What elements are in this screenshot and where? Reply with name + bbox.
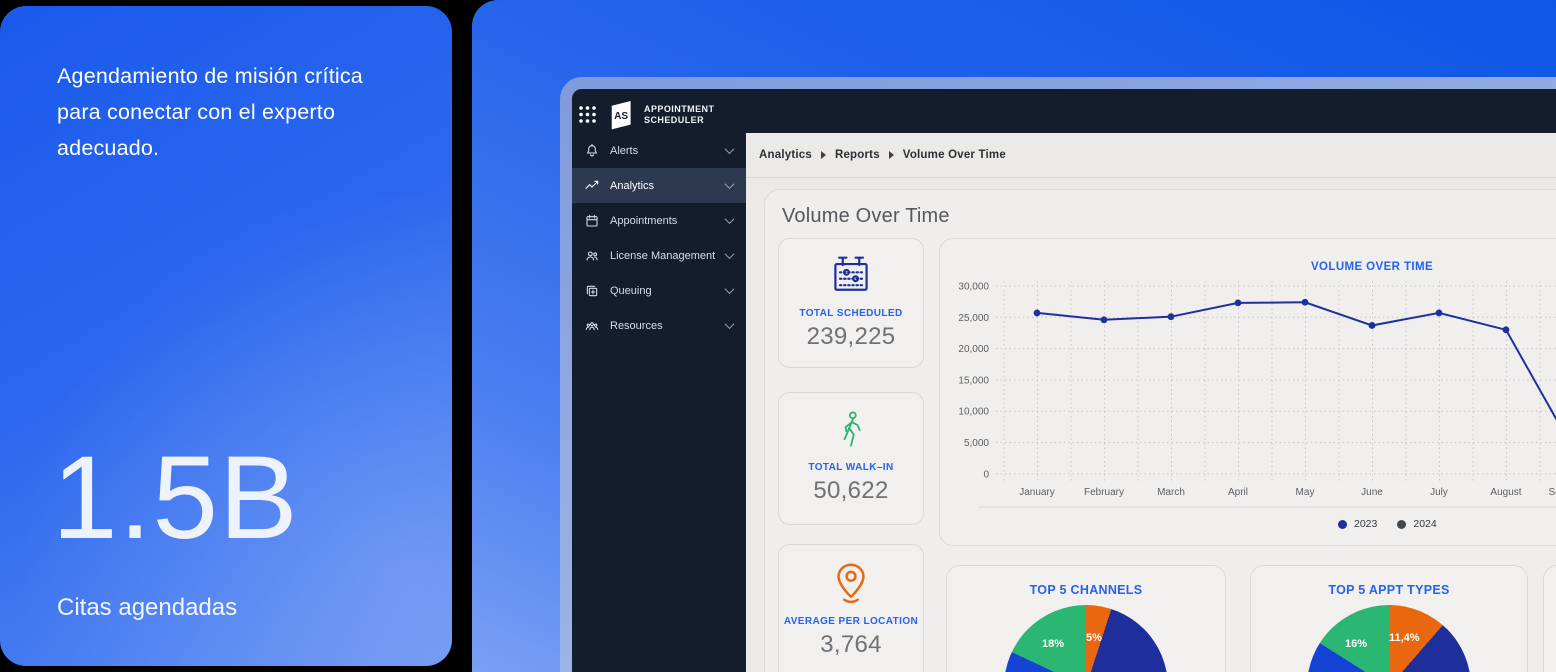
- sidebar-item-resources[interactable]: Resources: [572, 308, 746, 343]
- app-launcher-grid-icon[interactable]: [578, 105, 597, 124]
- chevron-down-icon: [724, 284, 735, 295]
- svg-text:0: 0: [983, 469, 989, 480]
- pie-slice-label: 11,4%: [1389, 632, 1420, 644]
- calendar-icon: [584, 213, 600, 229]
- stat-value: 50,622: [813, 477, 889, 504]
- legend-item-2024[interactable]: 2024: [1397, 518, 1437, 530]
- legend-dot-2024: [1397, 519, 1407, 529]
- stat-card-total-walk-in: TOTAL WALK–IN 50,622: [778, 392, 924, 525]
- pie-chart-title: TOP 5 CHANNELS: [1029, 583, 1143, 597]
- partial-card-right-edge: [1543, 565, 1556, 672]
- svg-text:30,000: 30,000: [958, 282, 989, 293]
- stat-label: TOTAL SCHEDULED: [799, 308, 903, 319]
- top-5-channels-pie: 5% 18%: [1004, 605, 1168, 672]
- appointment-scheduler-app: AS APPOINTMENT SCHEDULER Alerts: [572, 89, 1556, 672]
- svg-text:20,000: 20,000: [958, 344, 989, 355]
- trend-line-icon: [584, 178, 600, 194]
- svg-text:25,000: 25,000: [958, 313, 989, 324]
- legend-item-2023[interactable]: 2023: [1338, 518, 1377, 530]
- chevron-down-icon: [724, 249, 735, 260]
- big-stat-label: Citas agendadas: [57, 594, 238, 621]
- schedule-calendar-icon: [829, 254, 873, 298]
- breadcrumb-item-analytics[interactable]: Analytics: [759, 149, 812, 161]
- stat-card-total-scheduled: TOTAL SCHEDULED 239,225: [778, 238, 924, 368]
- stat-label: TOTAL WALK–IN: [808, 462, 894, 473]
- svg-text:August: August: [1490, 487, 1521, 498]
- volume-over-time-chart-card: VOLUME OVER TIME 0 5,000 10,000 15,000 20,00…: [939, 238, 1556, 546]
- sidebar-item-label: Appointments: [610, 214, 678, 227]
- chevron-down-icon: [724, 144, 735, 155]
- sidebar: AS APPOINTMENT SCHEDULER Alerts: [572, 89, 746, 672]
- top-5-appt-types-pie: 11,4% 16%: [1307, 605, 1471, 672]
- top-5-channels-card: TOP 5 CHANNELS 5% 18%: [946, 565, 1226, 672]
- big-stat-value: 1.5B: [52, 432, 299, 564]
- chevron-down-icon: [724, 319, 735, 330]
- breadcrumb-arrow-icon: [820, 151, 826, 159]
- pie-slice-label: 16%: [1345, 638, 1368, 650]
- svg-text:January: January: [1019, 487, 1055, 498]
- pie-slice-label: 5%: [1086, 632, 1102, 644]
- svg-text:15,000: 15,000: [958, 375, 989, 386]
- location-pin-icon: [828, 560, 874, 606]
- breadcrumb-arrow-icon: [888, 151, 894, 159]
- user-pair-icon: [584, 248, 600, 264]
- dashboard-section: AS APPOINTMENT SCHEDULER Alerts: [472, 0, 1556, 672]
- svg-text:AS: AS: [614, 111, 628, 122]
- svg-text:5,000: 5,000: [964, 438, 989, 449]
- svg-text:June: June: [1361, 487, 1383, 498]
- stacked-plus-icon: [584, 283, 600, 299]
- line-chart: 0 5,000 10,000 15,000 20,000 25,000 30,000 Janu…: [958, 281, 1556, 508]
- breadcrumb-item-volume-over-time: Volume Over Time: [902, 149, 1006, 161]
- svg-text:July: July: [1430, 487, 1448, 498]
- legend-dot-2023: [1338, 519, 1347, 529]
- stat-value: 239,225: [806, 323, 896, 350]
- dashboard-window-frame: AS APPOINTMENT SCHEDULER Alerts: [560, 77, 1556, 672]
- svg-text:February: February: [1084, 487, 1124, 498]
- stat-label: AVERAGE PER LOCATION: [783, 616, 919, 627]
- stat-card-average-per-location: AVERAGE PER LOCATION 3,764: [778, 544, 924, 672]
- as-logo-icon: AS: [611, 101, 631, 130]
- user-group-icon: [584, 318, 600, 334]
- sidebar-item-label: Analytics: [610, 179, 655, 192]
- chart-legend: 2023 2024: [1338, 518, 1437, 530]
- sidebar-item-alerts[interactable]: Alerts: [572, 133, 746, 168]
- app-logo-row: AS APPOINTMENT SCHEDULER: [572, 89, 746, 131]
- sidebar-item-license-management[interactable]: License Management: [572, 238, 746, 273]
- main-content: Analytics Reports Volume Over Time Volum…: [746, 133, 1556, 672]
- svg-text:September: September: [1549, 487, 1556, 498]
- sidebar-item-analytics[interactable]: Analytics: [572, 168, 746, 203]
- svg-text:March: March: [1157, 487, 1185, 498]
- pie-chart-title: TOP 5 APPT TYPES: [1328, 583, 1450, 597]
- chevron-down-icon: [724, 214, 735, 225]
- app-name: APPOINTMENT SCHEDULER: [644, 104, 715, 125]
- walking-person-icon: [829, 408, 873, 452]
- breadcrumb-item-reports[interactable]: Reports: [834, 149, 880, 161]
- svg-text:10,000: 10,000: [958, 407, 989, 418]
- sidebar-item-label: Resources: [610, 319, 663, 332]
- sidebar-item-label: Queuing: [610, 284, 652, 297]
- marketing-headline: Agendamiento de misión crítica para cone…: [57, 64, 363, 160]
- marketing-card: Agendamiento de misión crítica para cone…: [0, 6, 452, 666]
- breadcrumb: Analytics Reports Volume Over Time: [746, 133, 1556, 178]
- stat-value: 3,764: [820, 631, 882, 658]
- sidebar-item-queuing[interactable]: Queuing: [572, 273, 746, 308]
- bell-icon: [584, 143, 600, 159]
- top-5-appt-types-card: TOP 5 APPT TYPES 11,4% 16%: [1250, 565, 1528, 672]
- svg-text:May: May: [1296, 487, 1315, 498]
- sidebar-item-label: Alerts: [610, 144, 639, 157]
- sidebar-item-label: License Management: [610, 249, 716, 262]
- chevron-down-icon: [724, 179, 735, 190]
- pie-slice-label: 18%: [1042, 638, 1065, 650]
- report-panel: Volume Over Time TOTAL S: [764, 189, 1556, 672]
- sidebar-menu: Alerts Analytics Appoint: [572, 133, 746, 343]
- svg-text:April: April: [1228, 487, 1248, 498]
- page-title: Volume Over Time: [782, 205, 950, 227]
- sidebar-item-appointments[interactable]: Appointments: [572, 203, 746, 238]
- chart-title: VOLUME OVER TIME: [1310, 261, 1434, 273]
